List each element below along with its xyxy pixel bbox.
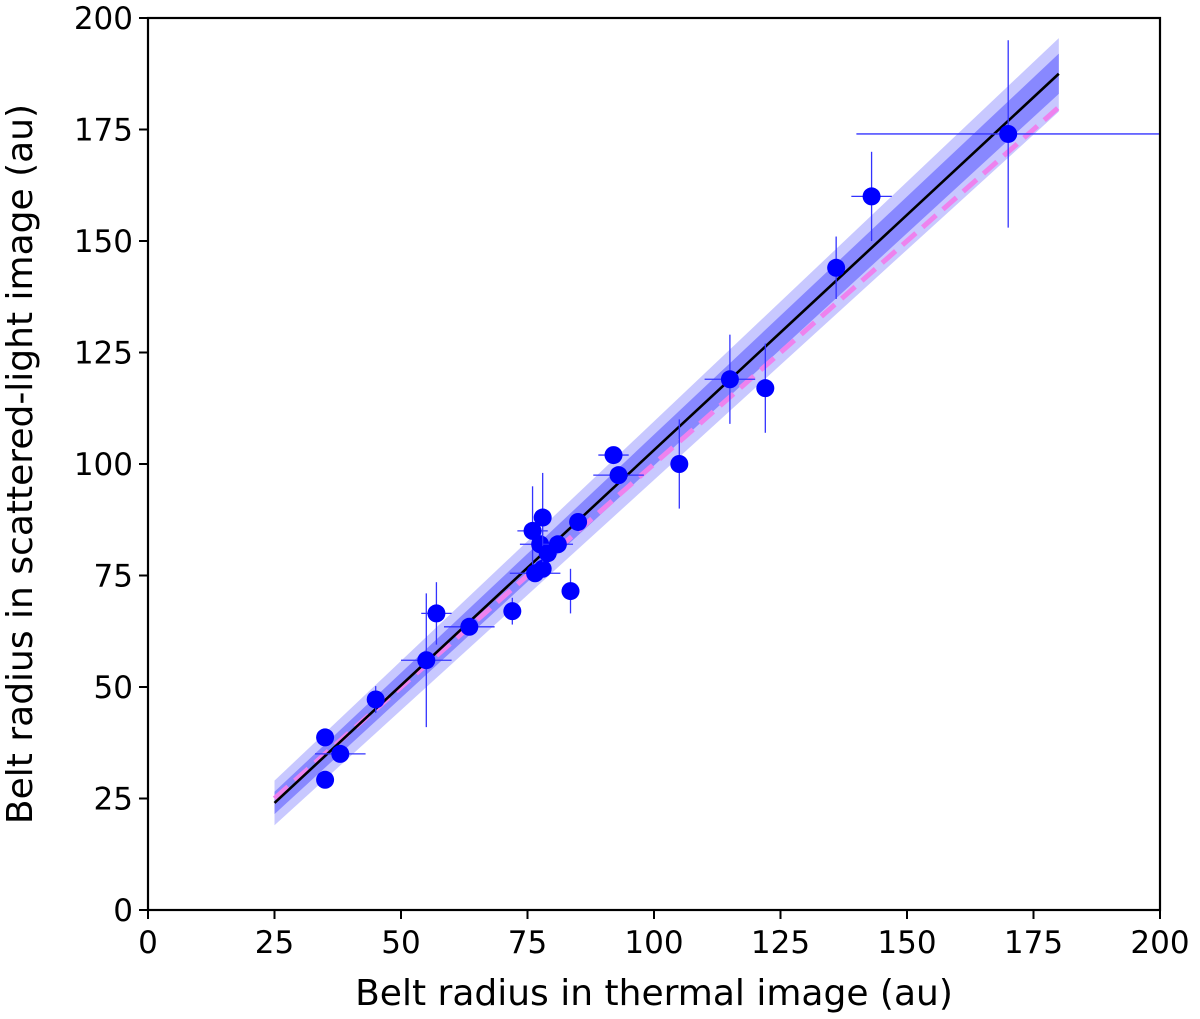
y-tick-label: 125: [74, 336, 133, 372]
data-points: [314, 40, 1160, 789]
data-point: [533, 559, 552, 578]
data-point-group: [517, 486, 548, 576]
data-point-group: [421, 582, 452, 645]
y-tick-label: 150: [74, 224, 133, 260]
data-point: [999, 124, 1018, 143]
data-point: [569, 512, 588, 531]
data-point-group: [851, 151, 892, 241]
y-tick-label: 0: [113, 893, 133, 929]
x-tick-label: 0: [138, 925, 158, 961]
data-point-group: [704, 334, 756, 424]
data-point: [417, 651, 436, 670]
data-point-group: [569, 512, 588, 531]
data-point: [366, 690, 385, 709]
confidence-bands: [274, 38, 1059, 826]
y-tick-label: 200: [74, 1, 133, 37]
data-point-group: [561, 568, 580, 614]
data-point: [561, 582, 580, 601]
data-point: [604, 446, 623, 465]
data-point-group: [316, 728, 335, 747]
data-point-group: [366, 686, 385, 713]
x-tick-label: 200: [1130, 925, 1189, 961]
data-point-group: [542, 535, 574, 554]
data-point-group: [401, 593, 452, 728]
data-point-group: [316, 770, 335, 789]
inner-confidence-band: [274, 53, 1059, 815]
x-tick-label: 100: [624, 925, 683, 961]
data-point-group: [444, 617, 495, 636]
data-point-group: [593, 466, 644, 485]
y-tick-label: 175: [74, 113, 133, 149]
fit-lines: [272, 72, 1061, 804]
data-point: [427, 604, 446, 623]
x-tick-label: 25: [255, 925, 294, 961]
data-point: [523, 521, 542, 540]
y-tick-label: 50: [94, 670, 133, 706]
y-axis-label: Belt radius in scattered-light image (au…: [0, 104, 41, 824]
x-tick-label: 150: [877, 925, 936, 961]
one-to-one-line: [272, 105, 1061, 801]
y-tick-label: 75: [94, 559, 133, 595]
data-point-group: [756, 343, 775, 433]
best-fit-line: [273, 72, 1060, 804]
data-point-group: [533, 559, 552, 578]
axis-ticks: 0 25 50 75 100 125 150 175 200 0 25 50 75 100 125 150 17…: [74, 1, 1190, 961]
data-point: [670, 455, 689, 473]
y-tick-label: 100: [74, 447, 133, 483]
data-point: [720, 370, 739, 389]
data-point: [316, 770, 335, 789]
data-point: [503, 602, 522, 621]
data-point-group: [856, 40, 1160, 228]
x-tick-label: 175: [1004, 925, 1063, 961]
x-tick-label: 75: [508, 925, 547, 961]
data-point-group: [598, 446, 629, 465]
data-point: [756, 379, 775, 398]
data-point: [862, 187, 881, 206]
x-tick-label: 125: [751, 925, 810, 961]
data-point: [460, 617, 479, 636]
data-point-group: [670, 419, 689, 509]
data-point: [533, 508, 552, 527]
data-point: [609, 466, 628, 485]
data-point-group: [503, 597, 522, 625]
data-point: [331, 744, 350, 763]
data-point: [548, 535, 567, 554]
data-point: [316, 728, 335, 747]
data-point-group: [314, 744, 366, 763]
data-point-group: [827, 236, 846, 299]
y-tick-label: 25: [94, 782, 133, 818]
x-tick-label: 50: [381, 925, 420, 961]
x-axis-label: Belt radius in thermal image (au): [355, 973, 953, 1014]
data-point: [827, 258, 846, 277]
